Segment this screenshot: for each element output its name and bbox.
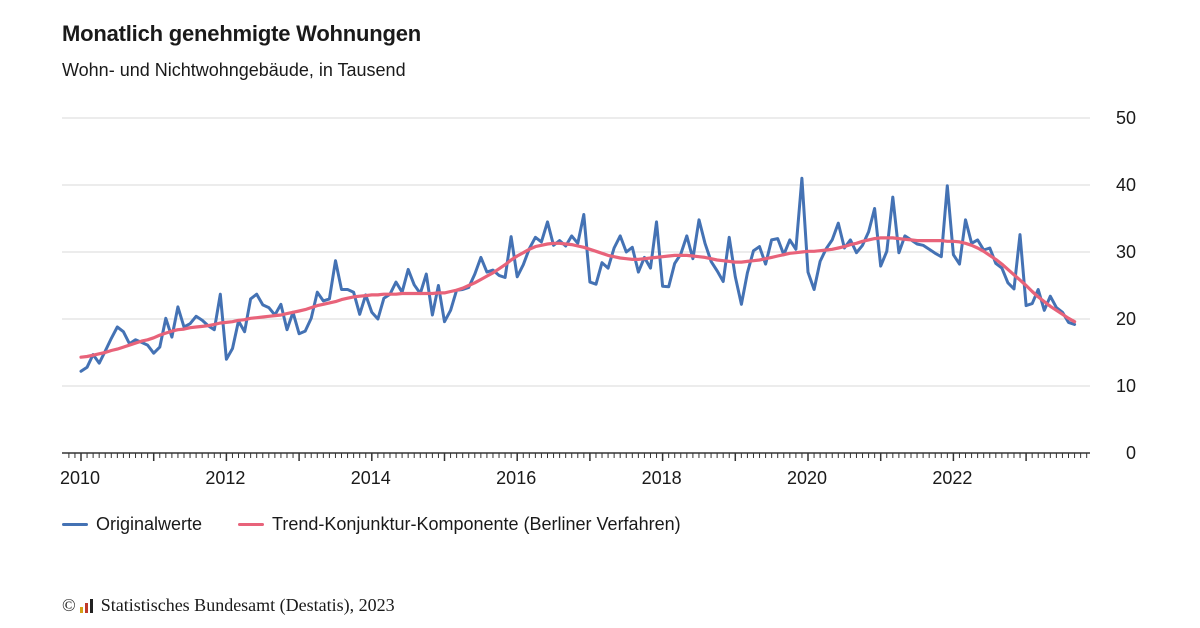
x-tick-label-2020: 2020 xyxy=(787,468,827,488)
x-tick-label-2012: 2012 xyxy=(205,468,245,488)
y-tick-label-10: 10 xyxy=(1116,376,1136,396)
chart-subtitle: Wohn- und Nichtwohngebäude, in Tausend xyxy=(62,60,406,80)
x-axis xyxy=(62,452,1090,461)
legend: Originalwerte Trend-Konjunktur-Komponent… xyxy=(62,514,717,535)
x-tick-label-2022: 2022 xyxy=(932,468,972,488)
legend-item-original: Originalwerte xyxy=(62,514,202,535)
x-axis-labels: 2010 2012 2014 2016 2018 2020 2022 xyxy=(60,468,972,488)
series-lines xyxy=(79,176,1077,373)
y-axis-labels: 0 10 20 30 40 50 xyxy=(1116,108,1136,463)
legend-item-trend: Trend-Konjunktur-Komponente (Berliner Ve… xyxy=(238,514,681,535)
source-text: Statistisches Bundesamt (Destatis), 2023 xyxy=(100,595,395,615)
legend-swatch-trend xyxy=(238,523,265,526)
x-tick-label-2010: 2010 xyxy=(60,468,100,488)
copyright-symbol: © xyxy=(62,595,76,615)
x-tick-label-2018: 2018 xyxy=(642,468,682,488)
legend-swatch-original xyxy=(62,523,88,526)
source-credit: © Statistisches Bundesamt (Destatis), 20… xyxy=(62,595,395,616)
y-tick-label-20: 20 xyxy=(1116,309,1136,329)
gridlines xyxy=(62,117,1090,387)
x-tick-label-2016: 2016 xyxy=(496,468,536,488)
chart-title: Monatlich genehmigte Wohnungen xyxy=(62,21,422,46)
x-tick-label-2014: 2014 xyxy=(351,468,391,488)
y-tick-label-0: 0 xyxy=(1126,443,1136,463)
y-tick-label-50: 50 xyxy=(1116,108,1136,128)
y-tick-label-30: 30 xyxy=(1116,242,1136,262)
y-tick-label-40: 40 xyxy=(1116,175,1136,195)
series-line-trend xyxy=(79,236,1077,359)
legend-label-original: Originalwerte xyxy=(96,514,203,534)
destatis-logo-icon xyxy=(79,598,95,613)
series-line-original xyxy=(79,176,1077,373)
legend-label-trend: Trend-Konjunktur-Komponente (Berliner Ve… xyxy=(272,514,681,534)
